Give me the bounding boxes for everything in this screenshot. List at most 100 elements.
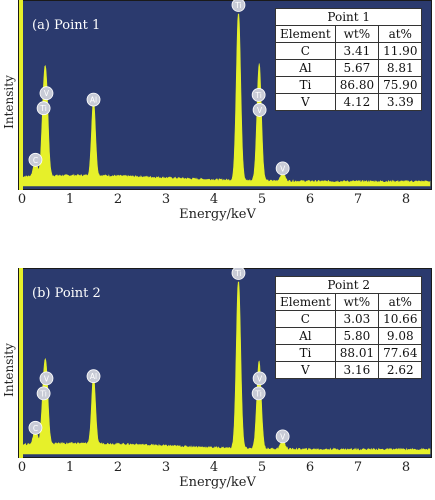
peak-marker-circle	[252, 371, 267, 386]
x-tick-label: 0	[17, 192, 27, 207]
peak-marker-label: Ti	[254, 389, 261, 398]
x-tick-label: 1	[65, 192, 75, 207]
peak-marker-label: V	[44, 374, 50, 383]
table-cell: 3.39	[378, 93, 423, 111]
peak-marker-label: V	[280, 164, 286, 173]
table-header: at%	[378, 293, 423, 311]
x-tick-label: 7	[353, 192, 363, 207]
peak-marker-ti: Ti	[36, 101, 51, 116]
table-cell: 2.62	[378, 361, 423, 379]
spectrum-series	[21, 13, 431, 187]
peak-marker-label: Ti	[39, 104, 46, 113]
x-tick-label: 2	[113, 192, 123, 207]
peak-marker-v: V	[39, 371, 54, 386]
table-cell: V	[275, 93, 336, 111]
peak-marker-circle	[231, 0, 246, 12]
table-cell: 9.08	[378, 327, 423, 345]
peak-marker-c: C	[28, 420, 43, 435]
peak-marker-ti: Ti	[231, 0, 246, 12]
x-tick-label: 3	[161, 460, 171, 475]
spectrum-series	[21, 281, 431, 455]
peak-marker-al: Al	[86, 92, 101, 107]
peak-marker-al: Al	[86, 369, 101, 384]
peak-marker-v: V	[275, 161, 290, 176]
peak-marker-c: C	[28, 152, 43, 167]
peak-marker-circle	[252, 103, 267, 117]
spectrum-panel-b: C Ti V Al Ti Ti V V (b) Point 2 Point 2 Element…	[0, 268, 435, 500]
peak-marker-ti: Ti	[251, 88, 266, 102]
spectrum-edge	[19, 0, 23, 190]
peak-marker-label: V	[257, 374, 263, 383]
peak-marker-label: Al	[90, 96, 97, 105]
table-cell: 10.66	[378, 310, 423, 328]
table-header: wt%	[334, 25, 380, 43]
table-title: Point 2	[274, 276, 423, 294]
x-tick-label: 4	[209, 460, 219, 475]
peak-marker-circle	[36, 101, 51, 116]
table-cell: 11.90	[378, 42, 423, 60]
peak-marker-label: Ti	[234, 269, 241, 278]
table-header: Element	[275, 293, 336, 311]
peak-marker-circle	[275, 161, 290, 176]
composition-table: Point 2 Element wt% at% C 3.03 10.66 Al …	[274, 276, 423, 379]
panel-label: (a) Point 1	[32, 18, 101, 33]
peak-marker-circle	[39, 86, 54, 101]
table-cell: Ti	[275, 344, 336, 362]
table-cell: 86.80	[334, 76, 380, 94]
x-axis-label: Energy/keV	[179, 207, 256, 222]
table-cell: 5.80	[334, 327, 380, 345]
x-tick-label: 4	[209, 192, 219, 207]
peak-marker-circle	[86, 92, 101, 107]
peak-marker-label: C	[33, 424, 38, 433]
peak-marker-label: C	[33, 156, 38, 165]
x-tick-label: 5	[257, 460, 267, 475]
x-tick-label: 2	[113, 460, 123, 475]
peak-marker-label: V	[44, 89, 50, 98]
x-tick-label: 6	[305, 460, 315, 475]
table-cell: 77.64	[378, 344, 423, 362]
peak-marker-circle	[28, 152, 43, 167]
table-cell: 75.90	[378, 76, 423, 94]
peak-marker-circle	[36, 386, 51, 401]
table-cell: 3.16	[334, 361, 380, 379]
peak-marker-label: Ti	[39, 389, 46, 398]
x-axis-label: Energy/keV	[179, 475, 256, 490]
peak-marker-circle	[28, 420, 43, 435]
composition-table: Point 1 Element wt% at% C 3.41 11.90 Al …	[274, 8, 423, 111]
peak-marker-label: Ti	[254, 91, 261, 100]
table-cell: 3.03	[334, 310, 380, 328]
peak-marker-ti: Ti	[36, 386, 51, 401]
table-cell: 8.81	[378, 59, 423, 77]
table-cell: 4.12	[334, 93, 380, 111]
panel-label: (b) Point 2	[32, 286, 101, 301]
peak-marker-circle	[86, 369, 101, 384]
table-cell: C	[275, 42, 336, 60]
table-cell: C	[275, 310, 336, 328]
spectrum-edge	[19, 268, 23, 458]
peak-marker-circle	[251, 386, 266, 401]
peak-marker-circle	[251, 88, 266, 102]
peak-marker-v: V	[252, 371, 267, 386]
peak-marker-label: Ti	[234, 1, 241, 10]
x-tick-label: 8	[401, 192, 411, 207]
peak-marker-v: V	[275, 429, 290, 444]
table-cell: 3.41	[334, 42, 380, 60]
table-cell: Al	[275, 327, 336, 345]
table-header: Element	[275, 25, 336, 43]
table-header: wt%	[334, 293, 380, 311]
table-title: Point 1	[274, 8, 423, 26]
x-tick-label: 3	[161, 192, 171, 207]
peak-marker-ti: Ti	[231, 268, 246, 280]
x-tick-label: 6	[305, 192, 315, 207]
peak-marker-label: V	[257, 106, 263, 115]
table-cell: 5.67	[334, 59, 380, 77]
table-cell: Ti	[275, 76, 336, 94]
peak-marker-circle	[39, 371, 54, 386]
x-tick-label: 7	[353, 460, 363, 475]
peak-marker-circle	[275, 429, 290, 444]
peak-marker-circle	[231, 268, 246, 280]
x-tick-label: 5	[257, 192, 267, 207]
peak-marker-label: Al	[90, 372, 97, 381]
